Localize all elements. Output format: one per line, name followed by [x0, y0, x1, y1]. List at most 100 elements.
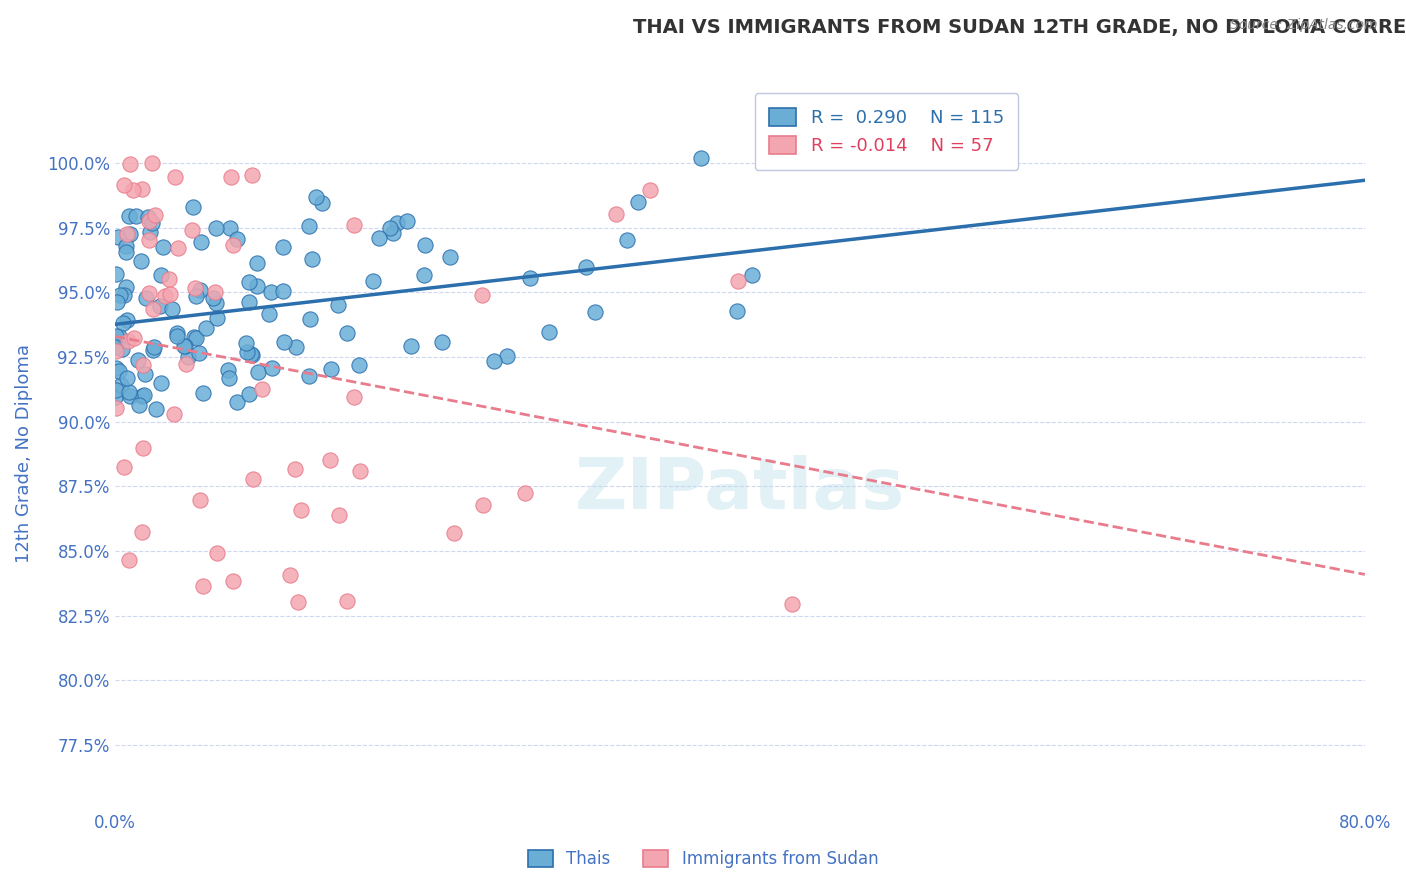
Thais	[305, 190, 328, 204]
Thais	[382, 226, 405, 240]
Thais	[240, 348, 263, 362]
Thais	[117, 371, 139, 385]
Thais	[166, 326, 188, 340]
Thais	[104, 340, 127, 354]
Thais	[301, 252, 323, 267]
Thais	[129, 254, 152, 268]
Thais	[136, 210, 159, 224]
Immigrants from Sudan	[471, 287, 494, 301]
Thais	[399, 339, 422, 353]
Immigrants from Sudan	[104, 344, 127, 359]
Thais	[326, 297, 349, 311]
Thais	[627, 194, 650, 209]
Thais	[273, 334, 295, 349]
Immigrants from Sudan	[240, 168, 263, 182]
Thais	[238, 294, 260, 309]
Immigrants from Sudan	[122, 183, 145, 197]
Thais	[430, 335, 453, 350]
Thais	[149, 299, 172, 313]
Thais	[235, 335, 257, 350]
Thais	[141, 343, 163, 358]
Immigrants from Sudan	[782, 597, 804, 611]
Thais	[166, 329, 188, 343]
Text: ZIPatlas: ZIPatlas	[575, 455, 905, 524]
Immigrants from Sudan	[132, 441, 155, 455]
Thais	[321, 362, 343, 376]
Thais	[226, 232, 249, 246]
Immigrants from Sudan	[287, 595, 309, 609]
Thais	[575, 260, 598, 275]
Thais	[236, 345, 259, 359]
Immigrants from Sudan	[159, 286, 181, 301]
Thais	[396, 213, 419, 227]
Thais	[188, 283, 211, 297]
Immigrants from Sudan	[132, 358, 155, 372]
Immigrants from Sudan	[319, 452, 342, 467]
Thais	[259, 285, 281, 299]
Thais	[257, 308, 280, 322]
Thais	[537, 326, 560, 340]
Thais	[110, 378, 132, 392]
Immigrants from Sudan	[138, 234, 160, 248]
Thais	[183, 329, 205, 343]
Thais	[108, 364, 131, 378]
Thais	[238, 387, 260, 401]
Immigrants from Sudan	[204, 285, 226, 300]
Thais	[115, 244, 138, 259]
Thais	[298, 369, 321, 384]
Immigrants from Sudan	[343, 390, 366, 404]
Thais	[188, 346, 211, 360]
Immigrants from Sudan	[120, 156, 142, 170]
Thais	[108, 287, 131, 301]
Thais	[120, 389, 142, 403]
Thais	[690, 151, 713, 165]
Immigrants from Sudan	[638, 183, 661, 197]
Immigrants from Sudan	[174, 357, 197, 371]
Thais	[311, 196, 333, 211]
Thais	[120, 227, 142, 242]
Thais	[107, 230, 129, 244]
Thais	[190, 235, 212, 249]
Thais	[298, 219, 321, 233]
Immigrants from Sudan	[328, 508, 350, 522]
Thais	[387, 216, 409, 230]
Thais	[127, 353, 149, 368]
Thais	[111, 316, 134, 330]
Thais	[105, 361, 128, 376]
Thais	[349, 358, 371, 372]
Immigrants from Sudan	[142, 302, 165, 317]
Thais	[204, 220, 226, 235]
Thais	[131, 389, 153, 403]
Immigrants from Sudan	[117, 334, 139, 348]
Thais	[201, 291, 224, 305]
Thais	[150, 268, 173, 283]
Thais	[519, 270, 541, 285]
Immigrants from Sudan	[166, 241, 188, 255]
Thais	[186, 289, 208, 303]
Thais	[145, 401, 167, 416]
Thais	[741, 268, 763, 282]
Immigrants from Sudan	[290, 503, 312, 517]
Thais	[114, 239, 136, 253]
Thais	[141, 216, 163, 230]
Thais	[125, 209, 148, 223]
Thais	[378, 221, 401, 235]
Thais	[191, 385, 214, 400]
Immigrants from Sudan	[513, 486, 536, 500]
Legend: Thais, Immigrants from Sudan: Thais, Immigrants from Sudan	[520, 843, 886, 875]
Immigrants from Sudan	[138, 213, 160, 227]
Immigrants from Sudan	[157, 271, 180, 285]
Immigrants from Sudan	[221, 170, 243, 185]
Immigrants from Sudan	[163, 407, 186, 421]
Thais	[115, 279, 138, 293]
Thais	[482, 354, 505, 368]
Thais	[725, 303, 748, 318]
Thais	[194, 321, 217, 335]
Immigrants from Sudan	[138, 285, 160, 300]
Thais	[585, 304, 607, 318]
Immigrants from Sudan	[184, 281, 207, 295]
Immigrants from Sudan	[122, 331, 145, 345]
Thais	[105, 329, 128, 343]
Immigrants from Sudan	[207, 546, 229, 560]
Thais	[246, 256, 269, 270]
